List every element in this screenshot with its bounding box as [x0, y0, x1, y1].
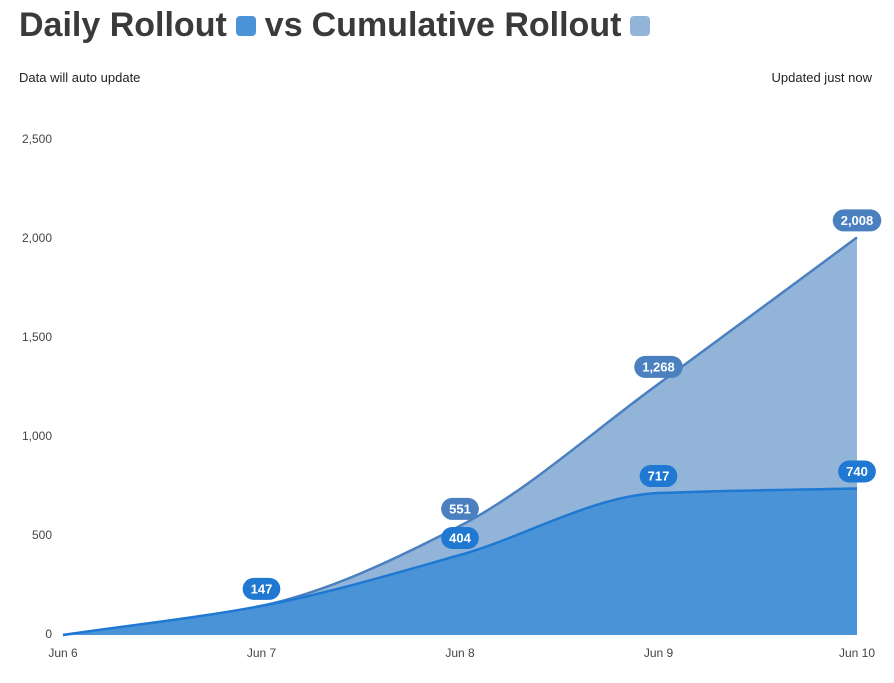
data-label-bg [639, 465, 678, 488]
data-label: 147 [242, 577, 281, 600]
title-joiner: vs [264, 6, 303, 44]
subtitle: Data will auto update [19, 70, 141, 85]
x-tick-label: Jun 8 [445, 646, 475, 660]
x-tick-label: Jun 9 [644, 646, 674, 660]
y-tick-label: 2,500 [22, 132, 52, 146]
data-label-bg [242, 577, 281, 600]
data-label: 740 [838, 460, 876, 483]
line [62, 487, 858, 637]
y-tick-label: 2,000 [22, 231, 52, 245]
x-tick-label: Jun 10 [839, 646, 875, 660]
data-label: 551 [441, 497, 479, 520]
data-label-text: 551 [449, 501, 471, 516]
data-label: 1,268 [634, 355, 683, 378]
x-tick-label: Jun 7 [247, 646, 277, 660]
data-label-text: 404 [449, 530, 471, 545]
data-label-text: 740 [846, 464, 868, 479]
data-label-text: 2,008 [841, 213, 874, 228]
legend-swatch [630, 15, 651, 36]
status: Updated just now [771, 70, 872, 85]
legend-label: Cumulative Rollout [311, 6, 622, 44]
data-label: 404 [441, 527, 479, 550]
x-tick-label: Jun 6 [48, 646, 78, 660]
y-tick-label: 1,500 [22, 330, 52, 344]
data-label-text: 717 [648, 468, 670, 483]
title: Daily Rollout vs Cumulative Rollout [19, 6, 651, 45]
data-label-bg [838, 460, 876, 483]
data-label: 2,008 [832, 209, 882, 232]
legend-label: Daily Rollout [19, 6, 227, 44]
data-label-bg [441, 527, 479, 550]
data-label-bg [832, 209, 882, 232]
data-label: 717 [639, 465, 678, 488]
y-tick-label: 0 [45, 627, 52, 641]
y-tick-label: 1,000 [22, 429, 52, 443]
data-label-text: 147 [251, 581, 273, 596]
y-tick-label: 500 [32, 528, 52, 542]
data-label-text: 1,268 [642, 359, 675, 374]
area [63, 488, 857, 635]
legend-swatch [235, 15, 256, 36]
data-label-bg [441, 497, 479, 520]
data-label-bg [634, 355, 683, 378]
